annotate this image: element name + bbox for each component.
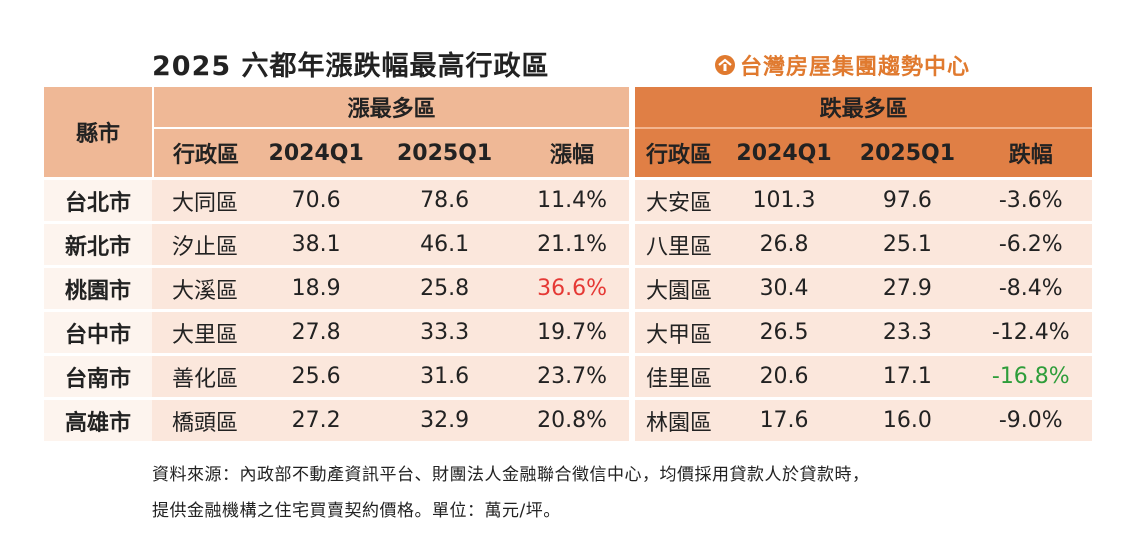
rise-change-cell: 23.7% [514,353,630,397]
fall-2024-cell: 101.3 [722,177,846,221]
fall-district-cell: 八里區 [635,221,723,265]
fall-header: 跌最多區 [635,87,1092,129]
rise-change-cell: 19.7% [514,309,630,353]
rise-change-cell: 11.4% [514,177,630,221]
city-cell: 高雄市 [44,397,153,441]
table-row: 桃園市 大溪區 18.9 25.8 36.6% 大園區 30.4 27.9 -8… [44,265,1092,309]
fall-change-cell-highlight: -16.8% [969,353,1092,397]
fall-district-cell: 大甲區 [635,309,723,353]
fall-2025-cell: 27.9 [845,265,970,309]
fall-2025-cell: 97.6 [845,177,970,221]
fall-district-cell: 林園區 [635,397,723,441]
fall-2024-cell: 30.4 [722,265,846,309]
source-note-line2: 提供金融機構之住宅買賣契約價格。單位：萬元/坪。 [152,501,561,521]
rise-2024-cell: 38.1 [258,221,375,265]
city-cell: 台北市 [44,177,153,221]
fall-change-cell: -3.6% [969,177,1092,221]
city-cell: 新北市 [44,221,153,265]
fall-district-cell: 大安區 [635,177,723,221]
table-row: 台南市 善化區 25.6 31.6 23.7% 佳里區 20.6 17.1 -1… [44,353,1092,397]
fall-col-district: 行政區 [635,129,723,177]
rise-district-cell: 大里區 [152,309,259,353]
fall-district-cell: 佳里區 [635,353,723,397]
fall-col-change: 跌幅 [969,129,1092,177]
table-row: 台北市 大同區 70.6 78.6 11.4% 大安區 101.3 97.6 -… [44,177,1092,221]
brand-name: 台灣房屋集團趨勢中心 [740,55,971,80]
rise-2025-cell: 46.1 [374,221,515,265]
rise-change-cell: 21.1% [514,221,630,265]
page-title: 2025 六都年漲跌幅最高行政區 [152,51,550,82]
brand-logo: 台灣房屋集團趨勢中心 [714,50,970,80]
rise-2024-cell: 27.8 [258,309,375,353]
fall-2024-cell: 20.6 [722,353,846,397]
fall-2025-cell: 17.1 [845,353,970,397]
house-logo-icon [715,55,735,75]
fall-change-cell: -9.0% [969,397,1092,441]
rise-2024-cell: 70.6 [258,177,375,221]
rise-district-cell: 善化區 [152,353,259,397]
rise-2024-cell: 18.9 [258,265,375,309]
rise-change-cell-highlight: 36.6% [514,265,630,309]
fall-2025-cell: 23.3 [845,309,970,353]
table-row: 高雄市 橋頭區 27.2 32.9 20.8% 林園區 17.6 16.0 -9… [44,397,1092,441]
fall-2024-cell: 26.5 [722,309,846,353]
rise-col-2025q1: 2025Q1 [374,129,515,177]
fall-district-cell: 大園區 [635,265,723,309]
fall-2025-cell: 25.1 [845,221,970,265]
city-header: 縣市 [44,87,153,177]
fall-change-cell: -8.4% [969,265,1092,309]
fall-change-cell: -6.2% [969,221,1092,265]
source-note-line1: 資料來源：內政部不動產資訊平台、財團法人金融聯合徵信中心，均價採用貸款人於貸款時… [152,465,870,485]
rise-col-district: 行政區 [152,129,259,177]
fall-col-2024q1: 2024Q1 [722,129,846,177]
rise-2025-cell: 32.9 [374,397,515,441]
rise-header: 漲最多區 [152,87,630,129]
data-table: 縣市 漲最多區 跌最多區 行政區 2024Q1 2025Q1 漲幅 行政區 20… [44,87,1092,441]
rise-2024-cell: 27.2 [258,397,375,441]
rise-2024-cell: 25.6 [258,353,375,397]
rise-district-cell: 汐止區 [152,221,259,265]
fall-2025-cell: 16.0 [845,397,970,441]
rise-2025-cell: 31.6 [374,353,515,397]
city-cell: 桃園市 [44,265,153,309]
rise-change-cell: 20.8% [514,397,630,441]
rise-district-cell: 橋頭區 [152,397,259,441]
fall-2024-cell: 26.8 [722,221,846,265]
city-cell: 台中市 [44,309,153,353]
rise-col-change: 漲幅 [514,129,630,177]
city-cell: 台南市 [44,353,153,397]
table-row: 新北市 汐止區 38.1 46.1 21.1% 八里區 26.8 25.1 -6… [44,221,1092,265]
rise-col-2024q1: 2024Q1 [258,129,375,177]
rise-2025-cell: 33.3 [374,309,515,353]
fall-change-cell: -12.4% [969,309,1092,353]
table-row: 台中市 大里區 27.8 33.3 19.7% 大甲區 26.5 23.3 -1… [44,309,1092,353]
rise-district-cell: 大溪區 [152,265,259,309]
fall-2024-cell: 17.6 [722,397,846,441]
rise-district-cell: 大同區 [152,177,259,221]
fall-col-2025q1: 2025Q1 [845,129,970,177]
rise-2025-cell: 78.6 [374,177,515,221]
rise-2025-cell: 25.8 [374,265,515,309]
